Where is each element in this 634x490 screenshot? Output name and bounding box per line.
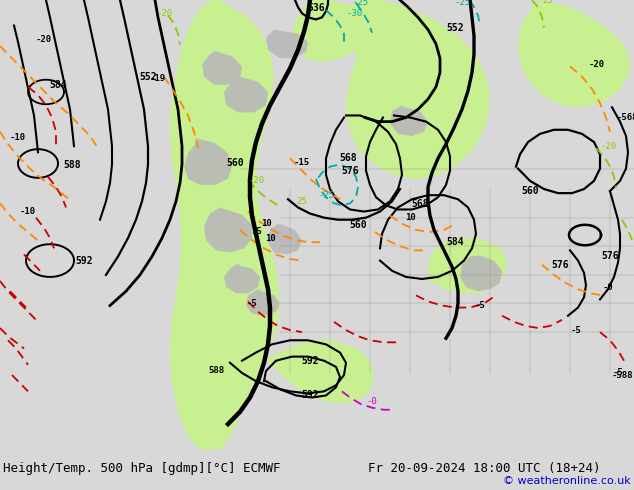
Text: 576: 576	[551, 260, 569, 270]
Text: -25: -25	[318, 191, 334, 199]
Text: -5: -5	[612, 368, 623, 377]
Text: 588: 588	[208, 367, 224, 375]
Text: 15: 15	[250, 227, 261, 237]
Text: -588: -588	[611, 370, 633, 380]
Text: -5: -5	[571, 325, 581, 335]
Text: 10: 10	[264, 234, 275, 243]
Text: 592: 592	[301, 356, 319, 366]
Text: 592: 592	[75, 256, 93, 266]
Text: -20: -20	[589, 60, 605, 69]
Text: Height/Temp. 500 hPa [gdmp][°C] ECMWF: Height/Temp. 500 hPa [gdmp][°C] ECMWF	[3, 462, 281, 475]
Text: 10: 10	[261, 220, 271, 228]
Text: -10: -10	[10, 133, 26, 143]
Text: 584: 584	[49, 80, 67, 90]
Text: -20: -20	[156, 9, 172, 18]
Text: -25: -25	[352, 0, 368, 6]
Text: -19: -19	[150, 74, 166, 83]
Text: 568: 568	[339, 153, 357, 163]
Text: -20: -20	[600, 142, 616, 150]
Text: -15: -15	[294, 158, 310, 167]
Text: -20: -20	[36, 35, 52, 45]
Text: 576: 576	[341, 166, 359, 175]
Text: 560: 560	[521, 186, 539, 196]
Text: 588: 588	[63, 160, 81, 170]
Text: -20: -20	[248, 176, 264, 185]
Text: 10: 10	[404, 213, 415, 222]
Text: 552: 552	[446, 23, 464, 33]
Text: 536: 536	[307, 3, 325, 13]
Text: -5: -5	[475, 301, 486, 310]
Text: -30: -30	[346, 9, 362, 18]
Text: 576: 576	[601, 251, 619, 262]
Text: 568: 568	[411, 199, 429, 209]
Text: Fr 20-09-2024 18:00 UTC (18+24): Fr 20-09-2024 18:00 UTC (18+24)	[368, 462, 600, 475]
Text: -568: -568	[616, 113, 634, 122]
Text: 25: 25	[543, 0, 553, 4]
Text: -25: -25	[454, 0, 470, 6]
Text: 560: 560	[349, 220, 367, 230]
Text: 25: 25	[297, 197, 307, 206]
Text: 592: 592	[301, 391, 319, 400]
Text: -5: -5	[247, 299, 257, 308]
Text: 552: 552	[139, 72, 157, 82]
Text: 560: 560	[226, 158, 244, 169]
Text: -10: -10	[20, 207, 36, 216]
Text: © weatheronline.co.uk: © weatheronline.co.uk	[503, 476, 631, 486]
Text: 584: 584	[446, 237, 464, 247]
Text: -0: -0	[366, 397, 377, 406]
Text: -0: -0	[603, 283, 613, 292]
